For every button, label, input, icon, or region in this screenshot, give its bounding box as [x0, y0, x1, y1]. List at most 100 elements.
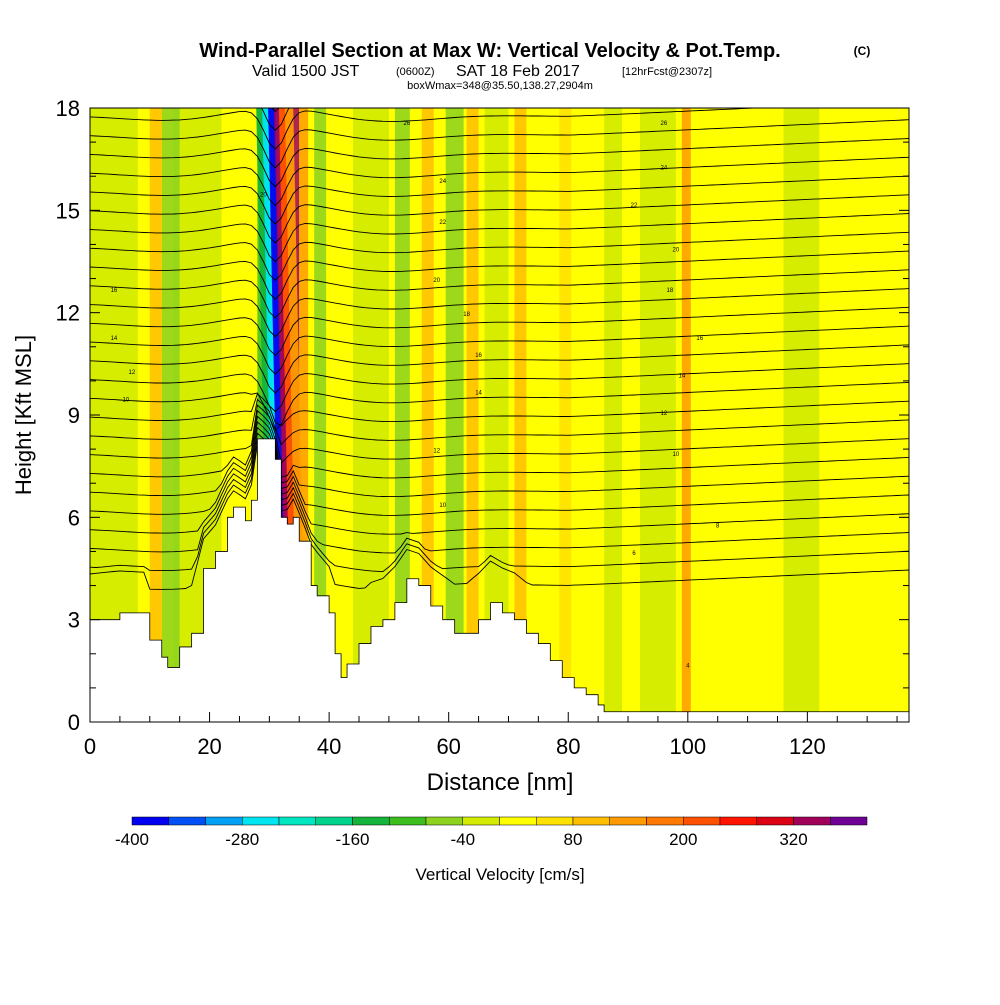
colorbar-swatch: [425, 816, 463, 826]
colorbar-swatch: [499, 816, 537, 826]
contour-label: 8: [716, 524, 720, 530]
colorbar-swatch: [683, 816, 721, 826]
theta-contour: [90, 363, 909, 413]
theta-contour: [90, 443, 909, 590]
contour-label: 14: [678, 373, 685, 379]
colorbar-swatch: [352, 816, 390, 826]
theta-contour: [90, 269, 909, 319]
colorbar-swatch: [315, 816, 353, 826]
contour-label: 4: [686, 663, 690, 669]
box-wmax-line: boxWmax=348@35.50,138.27,2904m: [407, 80, 593, 92]
velocity-bands: [149, 108, 691, 722]
theta-contour: [90, 288, 909, 338]
x-tick-label: 0: [84, 734, 96, 759]
contour-label: 24: [661, 165, 668, 171]
colorbar-swatch: [462, 816, 500, 826]
colorbar-swatch: [168, 816, 206, 826]
theta-contour: [90, 194, 909, 244]
colorbar-tick-label: -160: [335, 830, 369, 849]
velocity-band: [149, 108, 162, 722]
theta-contour: [90, 437, 909, 573]
x-tick-label: 20: [197, 734, 221, 759]
terrain-profile: [90, 438, 909, 722]
velocity-band: [421, 108, 434, 722]
subtitle-utc: (0600Z): [396, 66, 435, 78]
theta-contour: [90, 156, 909, 206]
theta-contour: [90, 398, 909, 446]
theta-contour: [90, 108, 765, 150]
colorbar-tick-label: 320: [779, 830, 807, 849]
colorbar-swatch: [278, 816, 316, 826]
x-axis: 0 20 40 60 80 100 120: [84, 712, 898, 759]
colorbar-swatch: [389, 816, 427, 826]
theta-contour: [90, 175, 909, 225]
contour-label: 12: [661, 411, 668, 417]
velocity-band: [559, 108, 572, 722]
colorbar-tick-label: 80: [564, 830, 583, 849]
field-zone: [783, 108, 820, 722]
colorbar-swatch: [131, 816, 169, 826]
subtitle-valid: Valid 1500 JST: [252, 63, 360, 80]
colorbar-label: Vertical Velocity [cm/s]: [415, 865, 584, 884]
colorbar-swatch: [646, 816, 684, 826]
colorbar-swatch: [830, 816, 868, 826]
theta-contour: [90, 325, 909, 375]
theta-contour: [90, 213, 909, 263]
colorbar-tick-label: 200: [669, 830, 697, 849]
y-tick-label: 0: [68, 710, 80, 735]
theta-contour: [90, 432, 909, 554]
plot-background: [90, 108, 909, 722]
colorbar-swatch: [793, 816, 831, 826]
theta-contour: [90, 306, 909, 357]
velocity-band: [161, 108, 180, 722]
contour-label: 24: [439, 179, 446, 185]
theta-contour: [90, 393, 909, 427]
theta-contour: [90, 231, 909, 281]
contour-label: 20: [433, 278, 440, 284]
theta-contour: [90, 409, 909, 479]
contour-label: 6: [632, 551, 636, 557]
theta-contour: [90, 404, 909, 465]
theta-contour: [90, 119, 909, 169]
contour-label: 22: [439, 220, 446, 226]
chart-title-suffix: (C): [854, 44, 871, 58]
theta-contours: [90, 108, 909, 590]
velocity-band: [681, 108, 691, 722]
colorbar: -400 -280 -160 -40 80 200 320: [115, 816, 868, 849]
contour-label: 10: [673, 452, 680, 458]
colorbar-swatch: [609, 816, 647, 826]
colorbar-tick-label: -400: [115, 830, 149, 849]
x-axis-label: Distance [nm]: [427, 769, 574, 796]
chart-title: Wind-Parallel Section at Max W: Vertical…: [199, 40, 780, 62]
contour-label: 16: [111, 288, 118, 294]
contour-labels: 10 12 14 16 20 26 24 22 20 18 16 14 12 10 26 24 22 20 18 16…: [111, 121, 720, 669]
colorbar-swatch: [719, 816, 757, 826]
contour-label: 22: [631, 203, 638, 209]
x-tick-label: 120: [789, 734, 826, 759]
y-tick-label: 9: [68, 403, 80, 428]
subtitle-forecast: [12hrFcst@2307z]: [622, 66, 712, 78]
y-tick-label: 15: [56, 198, 80, 223]
contour-label: 18: [463, 312, 470, 318]
velocity-band: [314, 108, 327, 722]
x-tick-label: 60: [436, 734, 460, 759]
x-tick-label: 100: [669, 734, 706, 759]
x-tick-label: 40: [317, 734, 341, 759]
contour-label: 12: [433, 449, 440, 455]
velocity-band: [514, 108, 527, 722]
velocity-band: [466, 108, 479, 722]
y-axis-label: Height [Kft MSL]: [11, 335, 36, 495]
contour-label: 16: [475, 353, 482, 359]
y-tick-label: 3: [68, 608, 80, 633]
contour-label: 18: [667, 288, 674, 294]
velocity-band: [299, 108, 309, 722]
field-zone: [639, 108, 676, 722]
theta-contour: [90, 426, 909, 535]
colorbar-swatch: [536, 816, 574, 826]
theta-contour: [90, 381, 909, 432]
contour-label: 14: [111, 336, 118, 342]
colorbar-swatch: [756, 816, 794, 826]
contour-label: 10: [439, 503, 446, 509]
